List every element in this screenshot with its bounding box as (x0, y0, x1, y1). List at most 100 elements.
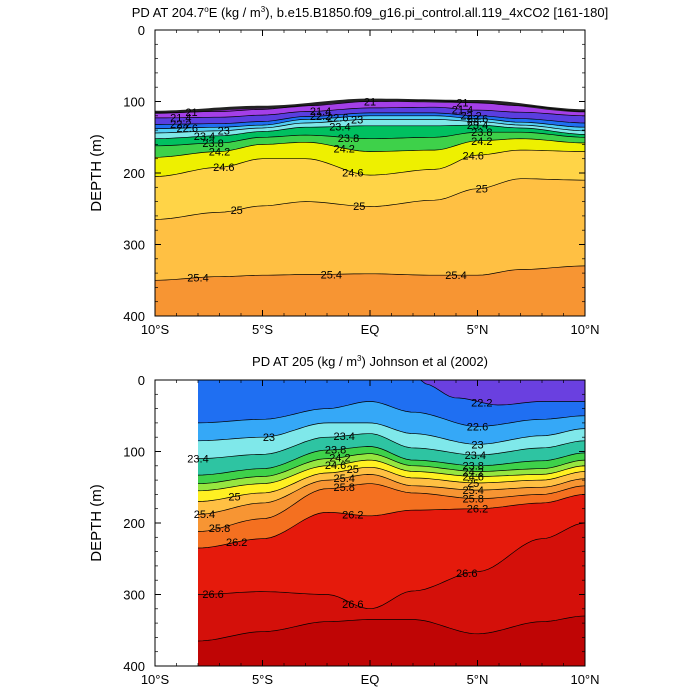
contour-label: 23.8 (202, 138, 223, 150)
contour-line-23-4 (155, 124, 585, 140)
x-tick-label: 10°S (141, 322, 170, 337)
contour-label: 25.8 (333, 482, 354, 494)
contour-label: 24.6 (213, 162, 234, 174)
contour-label: 22.2 (170, 119, 191, 131)
contour-line-22-6 (155, 115, 585, 130)
contour-band (198, 460, 585, 502)
contour-label: 25.4 (194, 509, 215, 521)
panel1-ylabel: DEPTH (m) (88, 134, 105, 212)
contour-label: 21.4 (452, 104, 473, 116)
contour-label: 21.4 (310, 106, 331, 118)
contour-label: 23.4 (333, 431, 354, 443)
contour-label: 24.6 (462, 151, 483, 163)
contour-label: 25.4 (445, 270, 466, 282)
contour-line-22-2 (198, 380, 585, 406)
contour-band (198, 523, 585, 641)
contour-line-23-8 (155, 131, 585, 147)
contour-label: 26.6 (456, 568, 477, 580)
contour-band (155, 115, 585, 133)
contour-label: 24.2 (209, 147, 230, 159)
contour-label: 24.2 (333, 143, 354, 155)
contour-line-24-2 (155, 138, 585, 158)
contour-label: 23 (471, 439, 483, 451)
contour-label: 22.2 (310, 111, 331, 123)
contour-band (198, 380, 585, 405)
contour-label: 23.4 (465, 450, 486, 462)
contour-label: 26.2 (342, 510, 363, 522)
surface-line (155, 98, 585, 114)
contour-band (155, 138, 585, 177)
panel2-plot: 22.222.6232323.423.423.423.823.824.224.2… (88, 373, 600, 687)
contour-label: 25 (228, 491, 240, 503)
y-tick-label: 100 (123, 95, 145, 110)
contour-band (198, 446, 585, 484)
contour-label: 25 (231, 205, 243, 217)
x-tick-label: EQ (361, 672, 380, 687)
contour-label: 25.4 (462, 485, 483, 497)
contour-band (155, 125, 585, 146)
contour-line-25 (155, 178, 585, 220)
contour-band (155, 100, 585, 118)
y-tick-label: 300 (123, 588, 145, 603)
x-tick-label: EQ (361, 322, 380, 337)
contour-label: 25 (476, 183, 488, 195)
contour-band (155, 119, 585, 139)
contour-label: 24.6 (325, 460, 346, 472)
contour-band (198, 616, 585, 666)
contour-label: 23.4 (187, 454, 208, 466)
contour-label: 25.4 (187, 273, 208, 285)
contour-label: 23.4 (329, 121, 350, 133)
contour-label: 21.4 (170, 113, 191, 125)
contour-band (198, 483, 585, 548)
contour-label: 25 (467, 478, 479, 490)
contour-band (155, 178, 585, 281)
x-tick-label: 10°N (570, 322, 599, 337)
contour-label: 24.6 (462, 471, 483, 483)
contour-band (198, 467, 585, 515)
contour-label: 22.6 (467, 421, 488, 433)
contour-label: 26.6 (202, 589, 223, 601)
contour-label: 24.2 (329, 453, 350, 465)
contour-line-26-2 (197, 494, 585, 549)
contour-label: 21 (185, 107, 197, 119)
x-tick-label: 5°N (467, 322, 489, 337)
y-tick-label: 0 (138, 23, 145, 38)
contour-band (155, 107, 585, 125)
contour-line-23 (155, 119, 585, 134)
contour-line-23-8 (197, 446, 585, 476)
x-tick-label: 10°N (570, 672, 599, 687)
contour-label: 25 (353, 201, 365, 213)
contour-label: 25.4 (321, 269, 342, 281)
y-tick-label: 200 (123, 516, 145, 531)
contour-line-23 (197, 422, 585, 445)
x-tick-label: 5°S (252, 672, 273, 687)
contour-label: 26.2 (467, 504, 488, 516)
panel1-title: PD AT 204.7oE (kg / m3), b.e15.B1850.f09… (132, 5, 609, 20)
contour-label: 22.2 (460, 111, 481, 123)
contour-band (198, 474, 585, 532)
contour-label: 25 (347, 464, 359, 476)
contour-label: 24.2 (471, 136, 492, 148)
x-tick-label: 5°S (252, 322, 273, 337)
contour-label: 26.6 (342, 599, 363, 611)
contour-label: 23 (351, 115, 363, 127)
contour-line-24-2 (197, 453, 585, 485)
y-tick-label: 400 (123, 309, 145, 324)
contour-label: 25.8 (209, 523, 230, 535)
panel2-ylabel: DEPTH (m) (88, 484, 105, 562)
y-tick-label: 400 (123, 659, 145, 674)
contour-label: 23.4 (194, 131, 215, 143)
contour-label: 23 (263, 432, 275, 444)
contour-label: 22.6 (467, 114, 488, 126)
contour-label: 23.8 (462, 461, 483, 473)
contour-line-21 (155, 100, 585, 114)
contour-label: 24.6 (342, 167, 363, 179)
contour-line-22-6 (197, 401, 585, 427)
contour-line-25 (197, 466, 585, 502)
contour-line-24-6 (197, 459, 585, 492)
contour-label: 21 (364, 97, 376, 109)
contour-band (155, 265, 585, 316)
contour-label: 23.8 (471, 127, 492, 139)
contour-label: 23 (467, 116, 479, 128)
